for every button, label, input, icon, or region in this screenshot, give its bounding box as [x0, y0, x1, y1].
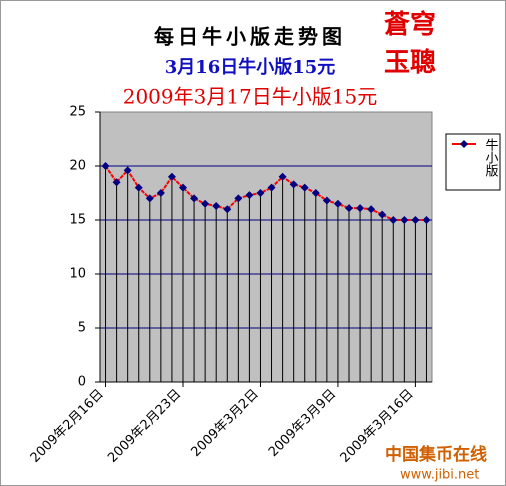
marker: [311, 189, 320, 197]
y-tick-label: 0: [78, 375, 86, 390]
chart-subtitle: 3月16日牛小版15元: [165, 56, 336, 78]
marker: [356, 204, 365, 213]
marker: [400, 216, 409, 224]
y-tick-label: 15: [69, 213, 86, 228]
marker: [112, 178, 121, 187]
marker: [389, 216, 398, 224]
marker: [422, 216, 431, 224]
marker: [223, 205, 232, 214]
marker: [134, 183, 143, 192]
marker: [201, 199, 210, 208]
watermark: www.jibi.net: [400, 468, 479, 483]
marker: [267, 183, 276, 192]
chart-subtitle: 2009年3月17日牛小版15元: [123, 85, 378, 109]
marker: [101, 162, 110, 170]
marker: [156, 189, 165, 197]
y-tick-label: 10: [69, 267, 86, 282]
marker: [123, 166, 132, 175]
marker: [167, 172, 176, 181]
watermark: 中国集币在线: [385, 444, 487, 465]
marker: [179, 183, 187, 192]
marker: [300, 183, 309, 192]
marker: [245, 191, 254, 200]
legend-marker: [460, 140, 468, 148]
legend-label: 牛小版: [483, 138, 499, 178]
y-tick-label: 20: [69, 159, 86, 174]
marker: [411, 216, 420, 224]
marker: [190, 194, 199, 203]
marker: [378, 210, 387, 219]
marker: [322, 196, 331, 205]
y-tick-label: 25: [69, 105, 86, 120]
marker: [234, 194, 243, 203]
marker: [145, 194, 154, 203]
marker: [345, 204, 353, 213]
plot-area: [99, 111, 433, 383]
marker: [212, 201, 221, 210]
stamp-text: 蒼穹: [384, 9, 436, 40]
marker: [289, 180, 298, 189]
y-tick-label: 5: [78, 321, 86, 336]
marker: [256, 189, 265, 197]
stamp-text: 玉聰: [384, 47, 436, 78]
marker: [333, 199, 342, 208]
marker: [278, 172, 287, 181]
chart-title: 每日牛小版走势图: [154, 25, 346, 49]
marker: [367, 205, 376, 214]
